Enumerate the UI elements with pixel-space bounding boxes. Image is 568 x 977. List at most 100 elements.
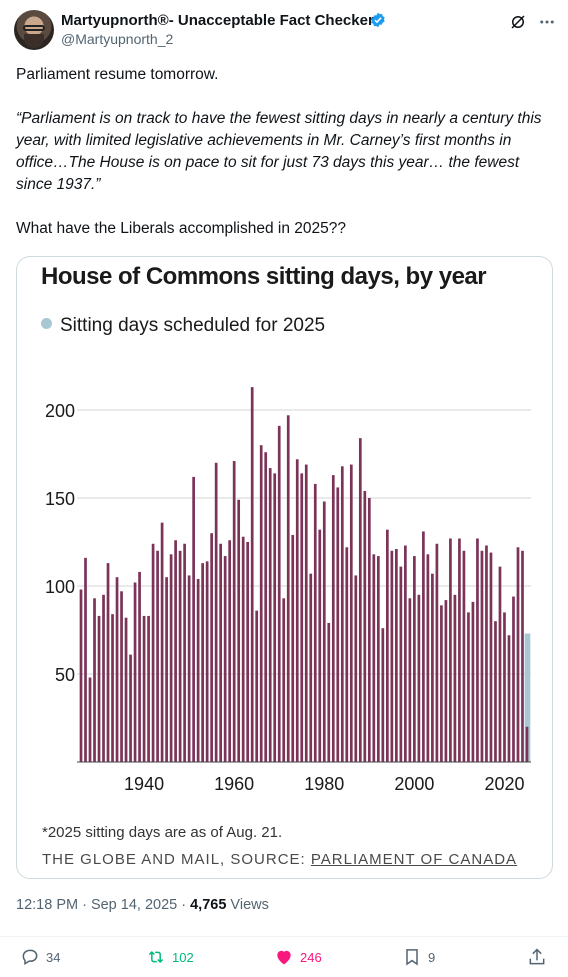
bar-1974 — [295, 459, 299, 762]
bar-1933 — [111, 614, 114, 762]
bookmark-count: 9 — [428, 949, 436, 965]
bar-1995 — [390, 550, 394, 762]
avatar[interactable] — [14, 10, 54, 50]
bar-2010 — [458, 538, 461, 762]
bar-1989 — [363, 490, 367, 762]
bar-1984 — [340, 466, 344, 762]
chart-legend: Sitting days scheduled for 2025 — [41, 315, 325, 337]
bar-2023 — [516, 547, 520, 762]
bar-1958 — [223, 556, 227, 762]
legend-swatch — [41, 318, 52, 329]
y-tick-label: 50 — [55, 665, 75, 685]
bar-1953 — [201, 563, 204, 762]
bar-1986 — [349, 464, 353, 762]
legend-label: Sitting days scheduled for 2025 — [60, 315, 326, 336]
bar-1993 — [381, 628, 385, 762]
bar-1971 — [282, 598, 286, 762]
tweet-timestamp[interactable]: 12:18 PM · Sep 14, 2025 · — [16, 897, 191, 913]
bar-1943 — [156, 550, 159, 762]
bar-2021 — [507, 635, 511, 762]
tweet-question: What have the Liberals accomplished in 2… — [16, 220, 347, 237]
bar-1945 — [165, 577, 168, 762]
tweet-meta: 12:18 PM · Sep 14, 2025 · 4,765 Views — [16, 897, 269, 913]
bar-1973 — [291, 534, 295, 762]
bar-1968 — [268, 468, 272, 762]
bar-1937 — [129, 654, 132, 762]
author-handle[interactable]: @Martyupnorth_2 — [61, 31, 174, 47]
bar-1996 — [395, 549, 398, 762]
bar-2002 — [422, 531, 425, 762]
bar-1967 — [264, 452, 268, 762]
tweet-intro: Parliament resume tomorrow. — [16, 66, 219, 83]
bar-1976 — [304, 464, 308, 762]
bar-2009 — [453, 594, 457, 762]
bar-1975 — [300, 473, 304, 762]
bar-2025-completed — [525, 726, 529, 762]
verified-badge-icon[interactable] — [370, 12, 386, 28]
bar-1926 — [79, 589, 83, 762]
retweet-button[interactable]: 102 — [146, 945, 194, 969]
reply-button[interactable]: 34 — [20, 945, 60, 969]
bar-1948 — [178, 550, 182, 762]
source-prefix: THE GLOBE AND MAIL, SOURCE: — [42, 851, 311, 868]
bookmark-icon — [406, 949, 418, 966]
bar-1944 — [160, 522, 164, 762]
bar-1961 — [237, 499, 241, 762]
bar-1972 — [286, 415, 290, 762]
tweet-text: Parliament resume tomorrow. “Parliament … — [16, 64, 556, 262]
like-button[interactable]: 246 — [274, 945, 322, 969]
bar-1981 — [327, 622, 331, 762]
more-icon[interactable] — [538, 13, 556, 31]
bar-2003 — [426, 554, 430, 762]
grok-icon[interactable] — [509, 13, 527, 31]
views-count: 4,765 — [190, 897, 227, 913]
views-label: Views — [226, 897, 269, 913]
bar-1940 — [142, 615, 146, 762]
chart-source: THE GLOBE AND MAIL, SOURCE: PARLIAMENT O… — [42, 851, 517, 868]
bar-1999 — [408, 598, 412, 762]
bar-1938 — [133, 582, 137, 762]
bar-2011 — [462, 550, 466, 762]
x-tick-label: 1960 — [214, 774, 254, 794]
bar-2024 — [521, 550, 524, 762]
source-link[interactable]: PARLIAMENT OF CANADA — [310, 851, 518, 868]
bar-2000 — [413, 556, 416, 762]
chart-image-card[interactable]: House of Commons sitting days, by year S… — [16, 256, 553, 879]
bar-1998 — [404, 545, 407, 762]
x-tick-label: 1940 — [124, 774, 164, 794]
bar-1994 — [385, 529, 389, 762]
share-button[interactable] — [527, 945, 553, 969]
retweet-count: 102 — [172, 949, 194, 965]
x-tick-label: 2000 — [394, 774, 434, 794]
bar-1946 — [169, 554, 173, 762]
bar-1956 — [214, 462, 218, 762]
action-bar: 34 102 246 9 — [0, 936, 568, 976]
y-tick-label: 200 — [45, 401, 75, 421]
avatar-glasses — [23, 25, 45, 31]
bar-1932 — [106, 563, 110, 762]
bar-1960 — [232, 461, 236, 762]
bar-1980 — [322, 501, 326, 762]
bar-1990 — [367, 498, 371, 762]
bar-2012 — [467, 612, 470, 762]
bar-1965 — [255, 610, 259, 762]
bar-1934 — [115, 577, 119, 762]
x-tick-label: 1980 — [304, 774, 344, 794]
tweet-header: Martyupnorth®- Unacceptable Fact Checker… — [14, 10, 554, 52]
bookmark-button[interactable]: 9 — [402, 945, 435, 969]
bar-1969 — [273, 473, 277, 762]
bar-1927 — [84, 557, 87, 762]
heart-icon — [277, 950, 291, 965]
bar-1979 — [318, 529, 322, 762]
bar-2020 — [503, 612, 506, 762]
bar-1985 — [345, 547, 349, 762]
bar-1941 — [147, 615, 150, 762]
author-display-name[interactable]: Martyupnorth®- Unacceptable Fact Checker — [61, 12, 374, 29]
y-tick-label: 100 — [45, 577, 75, 597]
bar-1947 — [174, 540, 177, 762]
bar-2022 — [512, 596, 515, 762]
bar-1982 — [331, 475, 335, 762]
bar-2005 — [435, 543, 439, 762]
reply-icon — [22, 949, 38, 965]
bar-2018 — [494, 621, 497, 762]
